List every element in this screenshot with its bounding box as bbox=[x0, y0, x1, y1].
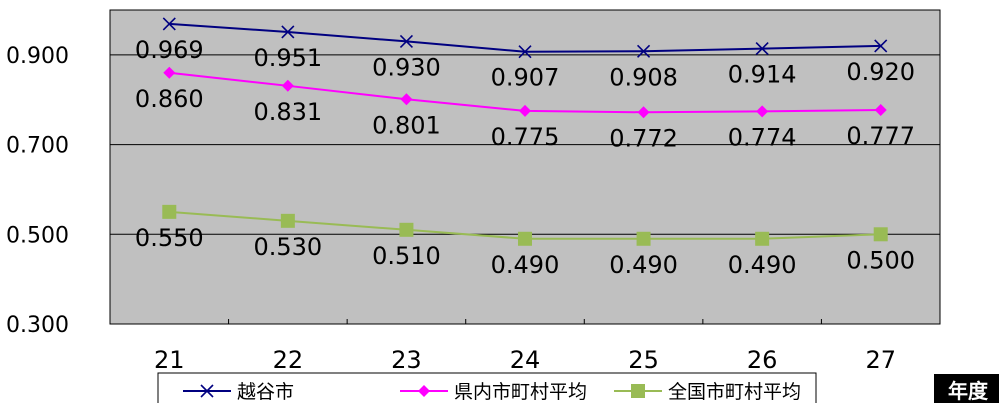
x-axis-unit-box bbox=[934, 374, 999, 403]
x-tick-label: 25 bbox=[628, 346, 659, 374]
data-point-3 bbox=[162, 204, 177, 219]
legend-marker-1 bbox=[200, 384, 214, 398]
x-tick-label: 22 bbox=[273, 346, 304, 374]
data-point-1 bbox=[637, 44, 651, 58]
data-label: 0.530 bbox=[253, 233, 322, 261]
data-label: 0.777 bbox=[846, 122, 915, 150]
data-point-2 bbox=[400, 93, 413, 106]
data-label: 0.775 bbox=[491, 123, 560, 151]
data-point-3 bbox=[280, 213, 295, 228]
data-label: 0.490 bbox=[491, 251, 560, 279]
y-tick-label: 0.700 bbox=[6, 134, 69, 159]
x-axis-unit: 年度 bbox=[934, 374, 999, 403]
plot-area bbox=[109, 9, 941, 325]
series-layer bbox=[162, 17, 888, 246]
legend-box bbox=[157, 372, 817, 403]
data-label: 0.908 bbox=[609, 63, 678, 91]
data-label: 0.969 bbox=[135, 36, 204, 64]
x-tick-label: 27 bbox=[865, 346, 896, 374]
data-point-3 bbox=[873, 227, 888, 242]
data-label: 0.772 bbox=[609, 124, 678, 152]
data-point-1 bbox=[518, 45, 532, 59]
data-label: 0.831 bbox=[253, 98, 322, 126]
data-point-2 bbox=[519, 104, 531, 117]
data-label: 0.907 bbox=[491, 64, 560, 92]
x-axis-unit-label: 年度 bbox=[948, 379, 989, 403]
x-tick-label: 21 bbox=[154, 346, 185, 374]
data-label: 0.500 bbox=[846, 246, 915, 274]
y-tick-label: 0.900 bbox=[6, 44, 69, 69]
data-point-1 bbox=[874, 39, 888, 53]
data-label: 0.951 bbox=[253, 44, 322, 72]
y-tick-label: 0.500 bbox=[6, 223, 69, 248]
data-label: 0.930 bbox=[372, 53, 441, 81]
data-point-2 bbox=[756, 105, 769, 118]
x-axis-ticks: 21 22 23 24 25 26 27 bbox=[154, 319, 896, 374]
data-label: 0.550 bbox=[135, 224, 204, 252]
legend-label-1: 越谷市 bbox=[237, 381, 294, 403]
x-tick-label: 24 bbox=[510, 346, 541, 374]
legend-marker-2 bbox=[418, 385, 430, 397]
x-tick-label: 26 bbox=[747, 346, 778, 374]
data-point-3 bbox=[399, 222, 414, 237]
data-label: 0.914 bbox=[728, 61, 797, 89]
data-label: 0.510 bbox=[372, 242, 441, 270]
data-label: 0.774 bbox=[728, 123, 797, 151]
data-point-1 bbox=[399, 34, 413, 48]
legend-label-2: 県内市町村平均 bbox=[454, 381, 587, 403]
data-label: 0.860 bbox=[135, 85, 204, 113]
data-point-3 bbox=[518, 231, 532, 246]
legend-label-3: 全国市町村平均 bbox=[668, 381, 801, 403]
legend: 越谷市 県内市町村平均 全国市町村平均 bbox=[157, 372, 817, 403]
data-point-2 bbox=[874, 104, 887, 117]
data-point-2 bbox=[637, 106, 650, 119]
legend-marker-3 bbox=[631, 384, 645, 398]
x-tick-label: 23 bbox=[391, 346, 422, 374]
data-point-2 bbox=[163, 66, 176, 79]
data-label: 0.490 bbox=[609, 251, 678, 279]
data-point-3 bbox=[636, 231, 651, 246]
data-point-3 bbox=[755, 231, 770, 246]
data-label: 0.801 bbox=[372, 111, 441, 139]
y-tick-label: 0.300 bbox=[6, 313, 69, 338]
data-label: 0.490 bbox=[728, 251, 797, 279]
data-labels: 0.969 0.951 0.930 0.907 0.908 0.914 0.920 0.860… bbox=[135, 36, 915, 279]
data-label: 0.920 bbox=[846, 58, 915, 86]
data-point-1 bbox=[281, 25, 295, 39]
data-point-2 bbox=[281, 79, 294, 92]
y-axis-ticks: 0.300 0.500 0.700 0.900 bbox=[6, 44, 69, 338]
data-point-1 bbox=[162, 17, 176, 31]
data-point-1 bbox=[755, 42, 769, 56]
